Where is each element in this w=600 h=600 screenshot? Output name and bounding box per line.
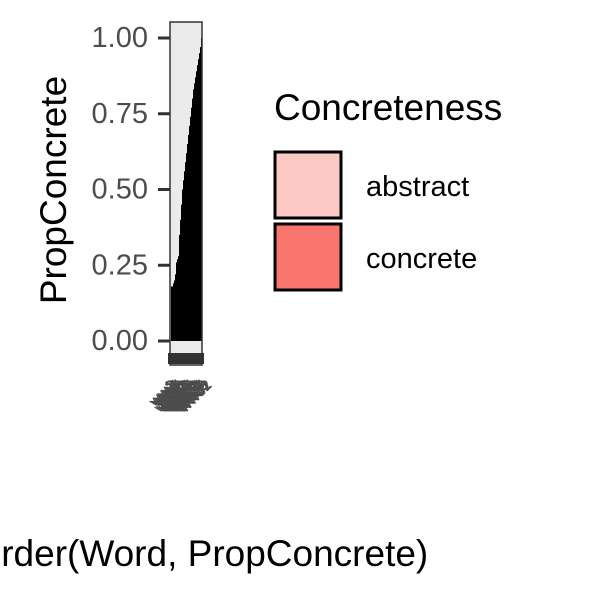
plot-panel	[168, 21, 204, 366]
bar-w22	[191, 107, 193, 341]
bar-w18	[187, 144, 189, 341]
legend-key-concrete	[273, 222, 343, 292]
y-tick-label: 1.00	[92, 22, 148, 54]
bar-w2	[171, 286, 173, 341]
bar-w28	[197, 65, 199, 342]
bar-w21	[190, 116, 192, 341]
panel-border	[169, 21, 203, 366]
bar-w31	[200, 47, 202, 342]
bar-w16	[185, 162, 187, 341]
y-tick-label: 0.75	[92, 98, 148, 130]
bar-w25	[194, 83, 196, 341]
bar-w20	[189, 125, 191, 342]
bar-w24	[193, 89, 195, 341]
bar-w8	[177, 259, 179, 341]
y-tick-label: 0.00	[92, 325, 148, 357]
bar-w29	[198, 59, 200, 342]
bar-w14	[183, 180, 185, 341]
bar-w5	[174, 280, 176, 341]
bar-w12	[181, 204, 183, 341]
y-tick-label: 0.50	[92, 174, 148, 206]
bar-w7	[176, 262, 178, 341]
bar-w19	[188, 134, 190, 341]
bar-w15	[184, 171, 186, 341]
y-tick-label: 0.25	[92, 249, 148, 281]
bar-w26	[195, 77, 197, 341]
legend-key-abstract	[273, 150, 343, 220]
bar-w10	[179, 234, 181, 341]
bar-w4	[173, 283, 175, 341]
bar-w11	[180, 219, 182, 341]
legend-label-abstract: abstract	[366, 171, 469, 203]
bar-w6	[175, 274, 177, 341]
x-tick-marks	[168, 353, 204, 364]
bar-w27	[196, 71, 198, 341]
x-axis-title: reorder(Word, PropConcrete)	[0, 533, 428, 574]
bar-w17	[186, 153, 188, 341]
bar-w3	[172, 286, 174, 341]
y-axis: 0.00 0.25 0.50 0.75 1.00	[92, 22, 170, 357]
legend: Concreteness abstract concrete	[273, 87, 502, 292]
bar-w30	[199, 53, 201, 342]
bar-w13	[182, 189, 184, 341]
legend-label-concrete: concrete	[366, 243, 477, 275]
legend-title: Concreteness	[274, 87, 502, 128]
bar-w9	[178, 256, 180, 341]
bar-w23	[192, 98, 194, 341]
x-axis: ww1ww2ww3ww4ww5ww6ww7ww8ww9ww10ww11ww12w…	[145, 377, 216, 417]
y-axis-title: PropConcrete	[33, 76, 74, 304]
